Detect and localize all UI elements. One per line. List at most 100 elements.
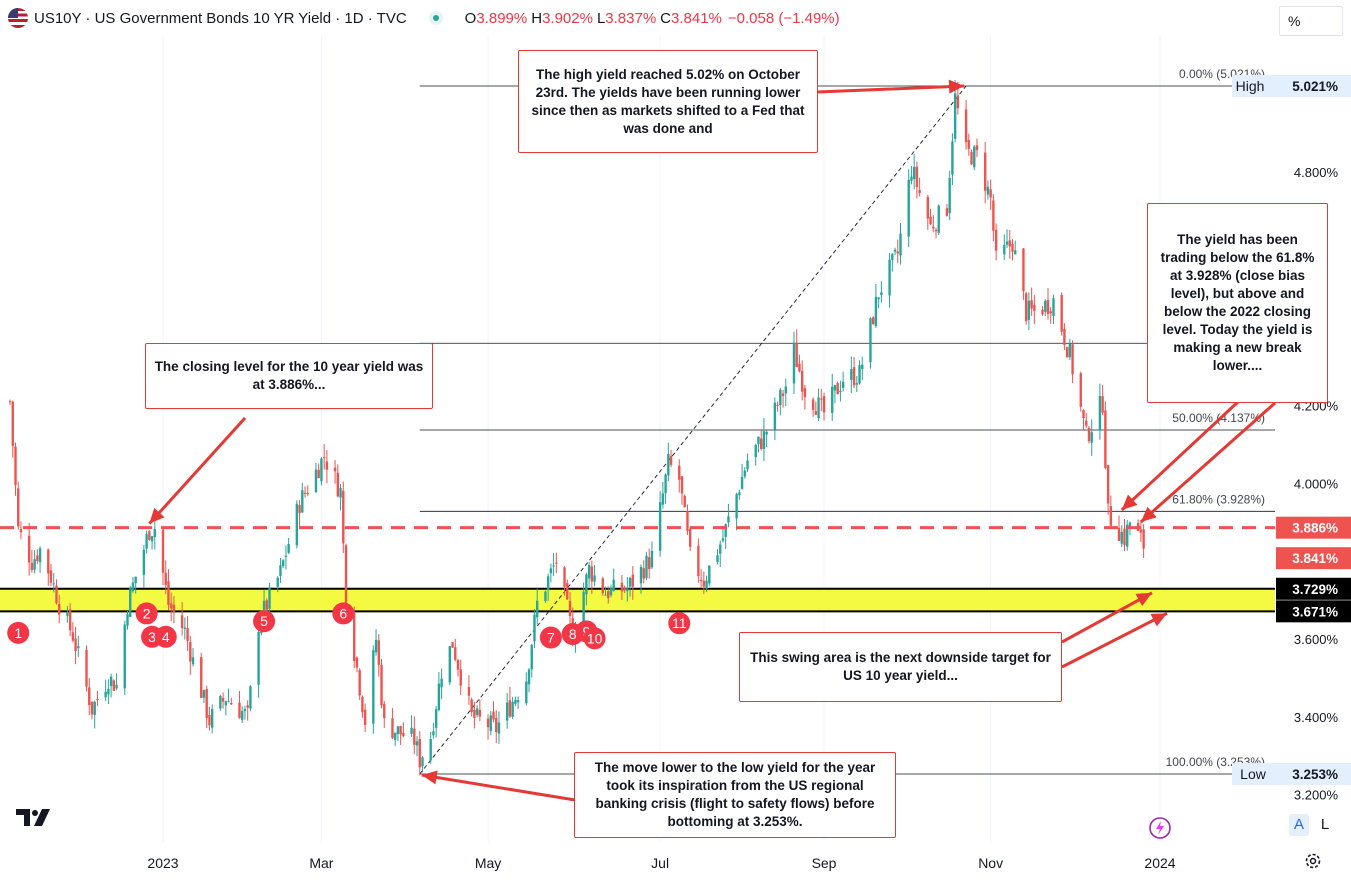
annotation-current: The yield has been trading below the 61.…: [1147, 203, 1328, 403]
candle-body: [322, 457, 326, 459]
candle-body: [699, 579, 703, 582]
candle-body: [131, 582, 135, 592]
gear-icon[interactable]: [1303, 851, 1323, 871]
candle-body: [410, 727, 413, 734]
auto-scale-button[interactable]: A: [1289, 814, 1309, 836]
candle-body: [495, 717, 498, 733]
candle-body: [511, 701, 514, 717]
candle-body: [227, 700, 230, 702]
candle-body: [129, 587, 132, 617]
candle-body: [626, 588, 629, 592]
candle-body: [238, 702, 241, 719]
close-value: 3.841%: [671, 9, 722, 27]
candle-body: [1139, 529, 1143, 533]
candle-body: [566, 583, 569, 600]
zone-top-tag: 3.729%: [1292, 582, 1338, 597]
candle-body: [929, 216, 932, 225]
candle-body: [688, 528, 692, 547]
candle-body: [123, 624, 126, 689]
log-scale-button[interactable]: L: [1320, 816, 1330, 833]
candle-body: [757, 436, 760, 445]
candle-body: [183, 627, 187, 629]
candle-body: [743, 470, 747, 477]
candle-body: [148, 531, 151, 540]
candle-body: [555, 562, 558, 564]
scale-mode-button[interactable]: %: [1279, 6, 1343, 36]
time-axis: 2023 Mar May Jul Sep Nov 2024: [147, 855, 1175, 871]
candle-body: [93, 701, 96, 715]
swing-marker-circle: [7, 621, 30, 644]
candle-body: [631, 574, 635, 587]
candle-body: [325, 461, 329, 470]
candle-body: [74, 638, 77, 652]
candle-body: [811, 399, 815, 410]
candle-body: [169, 603, 173, 609]
time-tick-label: 2024: [1144, 855, 1175, 871]
candle-body: [440, 678, 443, 688]
candle-body: [1126, 524, 1129, 547]
candle-body: [355, 657, 359, 668]
candle-body: [1104, 410, 1107, 468]
candle-body: [973, 146, 976, 168]
open-value: 3.899%: [476, 9, 528, 27]
candle-body: [604, 594, 607, 596]
lightning-icon[interactable]: [1148, 816, 1172, 840]
candle-body: [836, 383, 839, 395]
candle-body: [353, 613, 356, 661]
candle-body: [1005, 241, 1009, 245]
candle-body: [200, 657, 203, 698]
candle-body: [55, 585, 58, 604]
candle-body: [593, 575, 596, 582]
candle-body: [623, 587, 626, 591]
candle-body: [760, 438, 763, 449]
candle-body: [1109, 506, 1113, 526]
candle-body: [380, 664, 383, 706]
candle-body: [1014, 250, 1017, 255]
candle-body: [841, 381, 845, 388]
swing-marker-label: 3: [148, 629, 156, 645]
candle-body: [475, 708, 479, 715]
candle-body: [1033, 305, 1036, 311]
candle-body: [1120, 532, 1123, 544]
candle-body: [19, 528, 23, 533]
candle-body: [1008, 240, 1011, 247]
candle-body: [686, 510, 689, 531]
high-label: H: [531, 9, 543, 27]
candle-body: [642, 568, 645, 579]
candle-body: [421, 757, 424, 767]
candle-body: [142, 549, 146, 575]
candle-body: [1003, 244, 1006, 255]
symbol-title[interactable]: US10Y · US Government Bonds 10 YR Yield …: [34, 9, 407, 27]
annotation-arrow-line: [1061, 612, 1168, 669]
candle-body: [582, 591, 585, 633]
candle-body: [306, 493, 309, 495]
candle-body: [683, 495, 686, 508]
candle-body: [459, 669, 462, 686]
candle-body: [36, 555, 39, 562]
time-tick-label: Nov: [978, 855, 1003, 871]
annotation-arrow-line: [1061, 591, 1153, 644]
candle-body: [661, 493, 665, 505]
candle-body: [1027, 300, 1031, 320]
candle-body: [740, 476, 744, 490]
market-status-icon[interactable]: [428, 11, 443, 25]
candle-body: [877, 297, 880, 300]
candle-body: [243, 708, 247, 712]
candle-body: [645, 555, 648, 579]
candle-body: [47, 549, 50, 574]
fib-level-label: 61.80% (3.928%): [1172, 492, 1265, 506]
candle-body: [527, 669, 531, 685]
zone-bottom-tag-bg: [1276, 600, 1351, 623]
candle-body: [831, 386, 834, 413]
candle-body: [855, 383, 859, 385]
candle-body: [552, 565, 555, 567]
candle-body: [358, 670, 361, 696]
candle-body: [1049, 311, 1052, 314]
annotation-arrow-line: [148, 416, 247, 525]
last-price-tag: 3.841%: [1292, 551, 1338, 566]
candle-body: [1071, 344, 1074, 375]
candle-body: [910, 176, 913, 181]
candle-body: [1046, 299, 1050, 314]
candle-body: [473, 710, 476, 718]
